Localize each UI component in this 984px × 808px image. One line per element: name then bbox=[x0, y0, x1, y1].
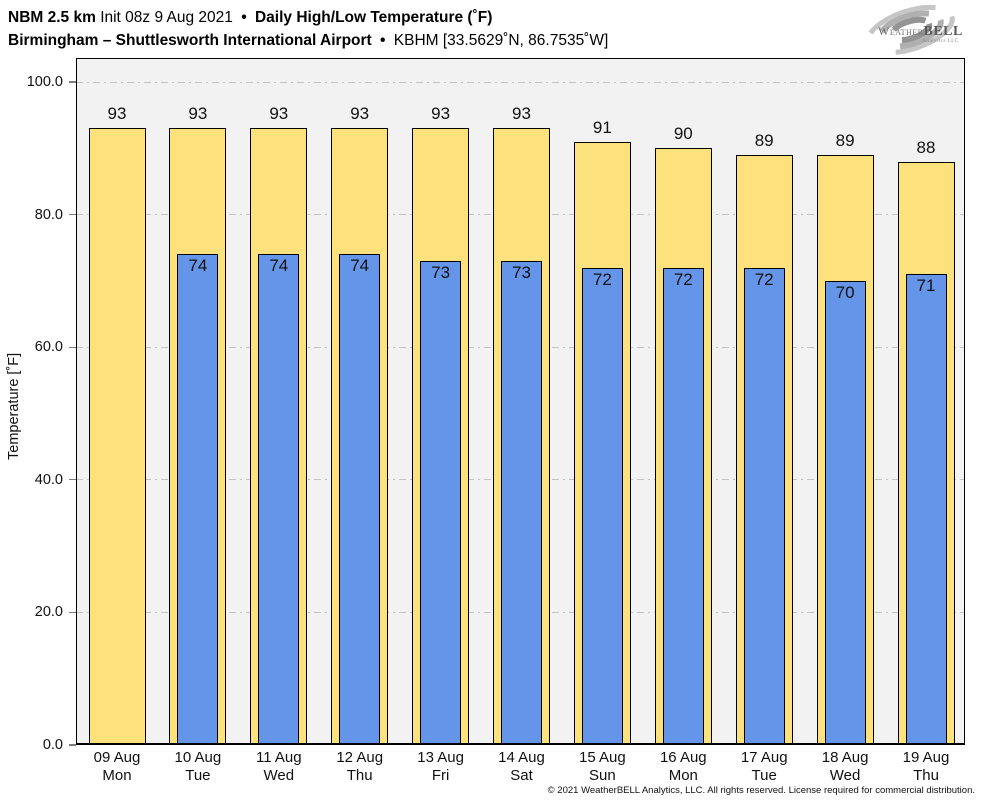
bar-high-label: 93 bbox=[431, 104, 451, 124]
bar-low bbox=[824, 280, 866, 745]
x-tick-date: 10 Aug bbox=[174, 749, 222, 766]
x-tick-label: 10 Aug Tue bbox=[175, 749, 222, 784]
x-tick-day: Wed bbox=[829, 766, 861, 784]
x-tick-label: 16 Aug Mon bbox=[660, 749, 707, 784]
chart-subtitle-line: Birmingham – Shuttlesworth International… bbox=[8, 29, 608, 52]
x-tick-label: 09 Aug Mon bbox=[94, 749, 141, 784]
init-time: Init 08z 9 Aug 2021 bbox=[100, 9, 233, 26]
bar-low-label: 74 bbox=[188, 256, 208, 276]
x-tick-date: 11 Aug bbox=[255, 749, 302, 766]
x-tick-day: Tue bbox=[751, 766, 777, 784]
x-tick-date: 12 Aug bbox=[336, 749, 384, 766]
bar-low bbox=[501, 261, 542, 745]
gridline-100 bbox=[76, 81, 965, 83]
bar-high-label: 90 bbox=[673, 124, 693, 144]
x-axis-labels: 09 Aug Mon 10 Aug Tue 11 Aug Wed 12 Aug Thu 13 A… bbox=[76, 749, 965, 789]
bar-high-label: 89 bbox=[835, 130, 855, 150]
x-tick-date: 16 Aug bbox=[659, 749, 707, 766]
x-tick-label: 17 Aug Tue bbox=[741, 749, 788, 784]
plot-area: 93 93 74 93 74 93 74 93 73 93 73 91 72 90 72 89 72 89 70 88… bbox=[76, 58, 965, 745]
product-name: Daily High/Low Temperature (˚F) bbox=[254, 9, 493, 26]
weatherbell-logo: WeatherBELL Analytics LLC bbox=[850, 2, 980, 58]
logo-text-weather: Weather bbox=[878, 24, 924, 38]
x-tick-label: 15 Aug Sun bbox=[579, 749, 626, 784]
chart-title-line: NBM 2.5 km Init 08z 9 Aug 2021 • Daily H… bbox=[8, 6, 608, 29]
y-tick-label: 60.0 bbox=[34, 339, 63, 356]
bar-low-label: 74 bbox=[269, 256, 289, 276]
model-name: NBM 2.5 km bbox=[8, 9, 96, 26]
bar-low bbox=[662, 267, 704, 745]
x-tick-date: 17 Aug bbox=[740, 749, 788, 766]
y-tick-mark bbox=[69, 213, 76, 216]
station-id: KBHM [33.5629˚N, 86.7535˚W] bbox=[393, 32, 609, 49]
x-tick-day: Tue bbox=[185, 766, 211, 784]
bar-low bbox=[177, 254, 219, 745]
x-tick-date: 09 Aug bbox=[93, 749, 141, 766]
y-tick-label: 40.0 bbox=[34, 471, 63, 488]
bar-high-label: 93 bbox=[107, 104, 127, 124]
y-tick-mark bbox=[69, 81, 76, 83]
bar-high-label: 89 bbox=[754, 130, 774, 150]
bar-low-label: 71 bbox=[916, 276, 936, 296]
y-tick-label: 20.0 bbox=[34, 604, 63, 621]
logo-subtext: Analytics LLC bbox=[922, 38, 959, 44]
y-tick-mark bbox=[69, 611, 76, 614]
x-tick-day: Sat bbox=[510, 766, 533, 784]
bar-low bbox=[905, 274, 947, 745]
x-tick-day: Mon bbox=[668, 766, 698, 784]
x-tick-day: Sun bbox=[589, 766, 616, 784]
logo-text: WeatherBELL bbox=[878, 22, 963, 40]
x-tick-day: Wed bbox=[263, 766, 295, 784]
x-tick-day: Thu bbox=[913, 766, 939, 784]
bar-high-label: 93 bbox=[188, 104, 208, 124]
x-tick-label: 14 Aug Sat bbox=[498, 749, 545, 784]
bar-low-label: 72 bbox=[673, 269, 693, 289]
subtitle-separator-dot: • bbox=[380, 32, 386, 49]
bar-low-label: 74 bbox=[350, 256, 370, 276]
logo-text-bell: BELL bbox=[923, 24, 963, 39]
bar-low bbox=[339, 254, 381, 745]
y-tick-label: 0.0 bbox=[42, 737, 63, 753]
y-axis-gutter: 0.0 20.0 40.0 60.0 80.0 100.0 bbox=[0, 58, 76, 753]
bar-low-label: 72 bbox=[754, 269, 774, 289]
x-tick-label: 11 Aug Wed bbox=[256, 749, 302, 784]
bar-high-label: 93 bbox=[269, 104, 289, 124]
x-tick-day: Mon bbox=[102, 766, 132, 784]
x-tick-label: 19 Aug Thu bbox=[903, 749, 950, 784]
y-tick-label: 80.0 bbox=[34, 206, 63, 223]
bar-high-label: 91 bbox=[592, 117, 612, 137]
y-tick-label: 100.0 bbox=[26, 74, 63, 90]
bar-low-label: 73 bbox=[512, 263, 531, 282]
bar-high-label: 88 bbox=[916, 137, 936, 157]
hurricane-swirl-icon bbox=[865, 4, 955, 56]
bar-high-label: 93 bbox=[350, 104, 370, 124]
x-tick-label: 18 Aug Wed bbox=[822, 749, 869, 784]
bar-low bbox=[743, 267, 785, 745]
x-tick-date: 15 Aug bbox=[579, 749, 626, 766]
x-tick-label: 12 Aug Thu bbox=[336, 749, 383, 784]
x-tick-date: 18 Aug bbox=[821, 749, 869, 766]
x-tick-date: 19 Aug bbox=[902, 749, 950, 766]
bar-low bbox=[581, 267, 623, 745]
chart-header: NBM 2.5 km Init 08z 9 Aug 2021 • Daily H… bbox=[8, 6, 608, 52]
x-tick-date: 14 Aug bbox=[498, 749, 545, 766]
bar-high bbox=[88, 128, 146, 745]
bar-low-label: 70 bbox=[835, 282, 855, 302]
y-tick-mark bbox=[69, 744, 76, 746]
bar-low bbox=[420, 261, 462, 745]
bar-low-label: 73 bbox=[431, 263, 451, 282]
x-tick-date: 13 Aug bbox=[417, 749, 464, 766]
bar-low bbox=[258, 254, 300, 745]
x-tick-label: 13 Aug Fri bbox=[417, 749, 464, 784]
bar-high-label: 93 bbox=[512, 104, 531, 124]
x-tick-day: Fri bbox=[431, 766, 450, 784]
x-tick-day: Thu bbox=[346, 766, 373, 784]
title-separator-dot: • bbox=[241, 9, 247, 26]
station-name: Birmingham – Shuttlesworth International… bbox=[8, 32, 372, 49]
y-tick-mark bbox=[69, 479, 76, 481]
y-tick-mark bbox=[69, 346, 76, 348]
copyright-text: © 2021 WeatherBELL Analytics, LLC. All r… bbox=[547, 785, 975, 796]
bar-low-label: 72 bbox=[592, 269, 612, 289]
